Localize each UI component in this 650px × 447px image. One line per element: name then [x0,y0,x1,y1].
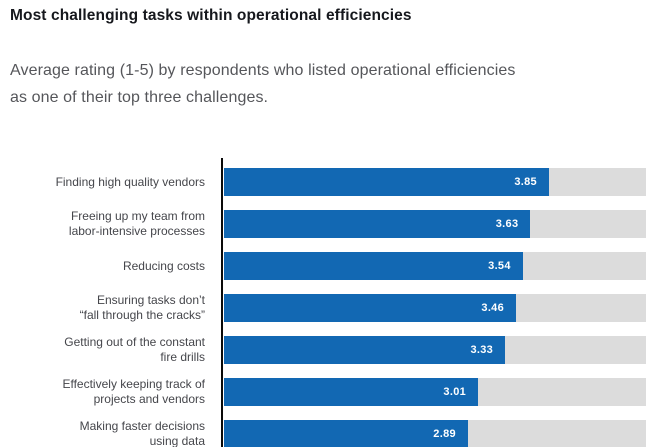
value-label: 3.01 [443,386,467,398]
bar: 3.54 [224,252,523,280]
bar: 3.85 [224,168,549,196]
chart-row: Effectively keeping track of projects and… [0,377,650,407]
category-label: Getting out of the constant fire drills [0,335,205,365]
bar-track: 3.01 [224,378,646,406]
y-axis-line [221,158,223,447]
category-label-line: Effectively keeping track of [62,377,205,391]
bar-track: 2.89 [224,420,646,447]
value-label: 2.89 [433,428,456,440]
category-label-line: Reducing costs [122,258,205,273]
chart-row: Getting out of the constant fire drills 3.… [0,335,650,365]
category-label: Effectively keeping track of projects and… [0,377,205,407]
chart-row: Ensuring tasks don’t “fall through the cr… [0,293,650,323]
bar-track: 3.85 [224,168,646,196]
category-label: Freeing up my team from labor-intensive p… [0,209,205,239]
chart-row: Making faster decisions using data 2.89 [0,419,650,447]
category-label-line: projects and vendors [93,392,205,406]
chart-row: Finding high quality vendors 3.85 [0,168,650,196]
category-label-line: Freeing up my team from [70,209,205,223]
bar: 3.33 [224,336,506,364]
category-label-line: Ensuring tasks don’t [96,293,205,307]
category-label: Making faster decisions using data [0,419,205,447]
category-label-line: Finding high quality vendors [55,174,205,189]
value-label: 3.63 [495,218,519,230]
category-label: Reducing costs [0,259,205,274]
value-label: 3.33 [470,344,494,356]
bar: 3.63 [224,210,531,238]
bar: 3.46 [224,294,517,322]
bar-track: 3.46 [224,294,646,322]
category-label-line: using data [149,434,205,447]
chart-row: Freeing up my team from labor-intensive p… [0,209,650,239]
category-label: Finding high quality vendors [0,175,205,190]
category-label-line: Making faster decisions [79,419,205,433]
chart-row: Reducing costs 3.54 [0,252,650,280]
bar-track: 3.63 [224,210,646,238]
category-label-line: fire drills [160,350,205,364]
value-label: 3.46 [481,302,505,314]
chart-subtitle: Average rating (1-5) by respondents who … [10,62,516,106]
value-label: 3.54 [488,260,511,272]
category-label-line: Getting out of the constant [64,335,205,349]
chart-title: Most challenging tasks within operationa… [10,7,412,24]
bar: 2.89 [224,420,468,447]
category-label-line: “fall through the cracks” [79,308,205,322]
value-label: 3.85 [514,176,537,188]
category-label: Ensuring tasks don’t “fall through the cr… [0,293,205,323]
bar-track: 3.54 [224,252,646,280]
bar-track: 3.33 [224,336,646,364]
bar: 3.01 [224,378,479,406]
chart-rows: Finding high quality vendors 3.85 Freeing … [0,168,650,447]
category-label-line: labor-intensive processes [68,224,205,238]
